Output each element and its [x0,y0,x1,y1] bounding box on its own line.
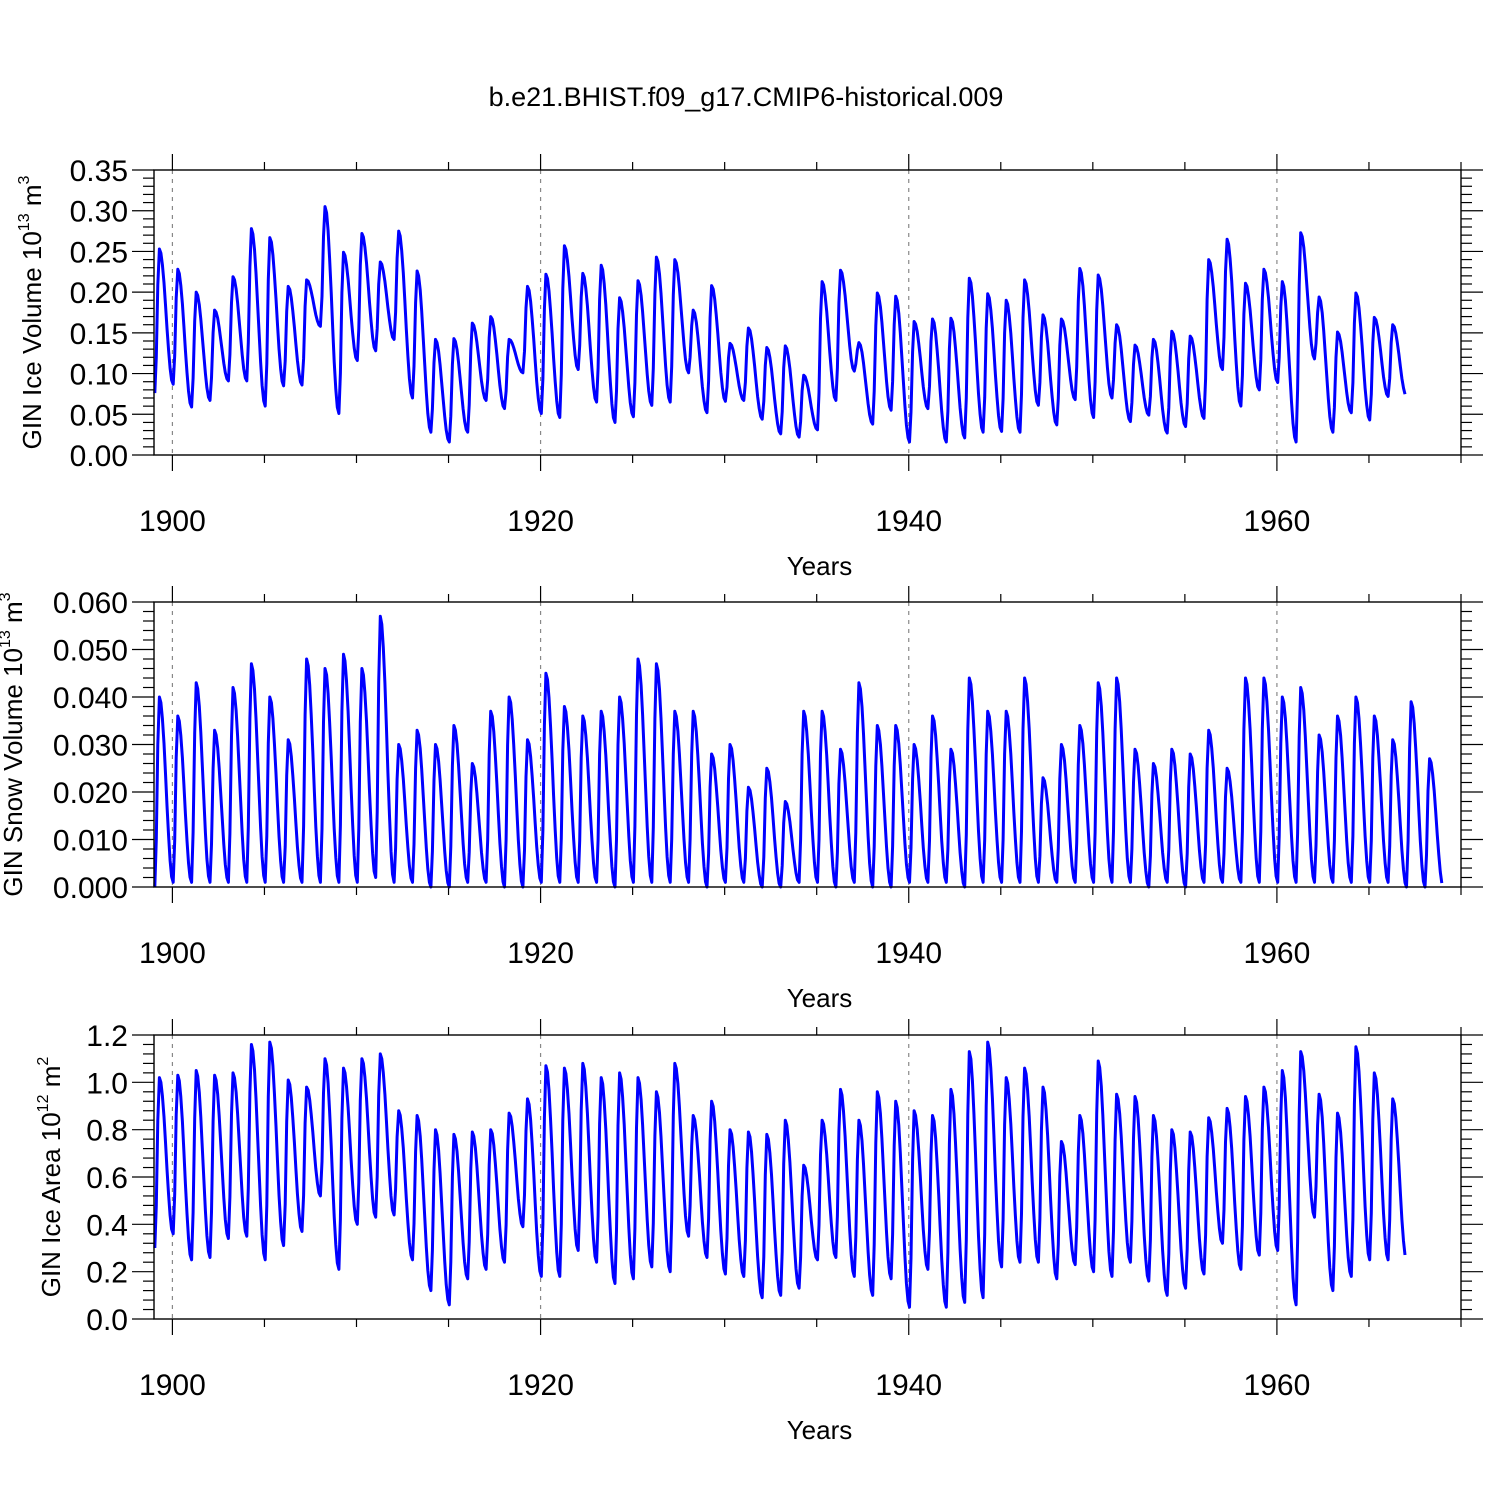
y-tick-label: 1.2 [86,1020,128,1053]
series-line-ice-area [153,1040,1407,1309]
plot-frame [153,1034,1462,1320]
y-tick-label: 0.6 [86,1162,128,1195]
y-tick-label: 0.000 [53,872,128,905]
x-tick-label: 1940 [875,1369,942,1402]
y-tick-label: 0.030 [53,730,128,763]
y-tick-label: 0.8 [86,1115,128,1148]
y-axis-label-unit-exp: 3 [0,592,14,601]
x-tick-label: 1960 [1244,1369,1311,1402]
y-tick-label: 0.4 [86,1209,128,1242]
y-tick-label: 0.35 [70,155,128,188]
x-axis-label: Years [787,551,853,581]
y-axis-label-unit: m [0,601,28,630]
y-tick-label: 0.060 [53,587,128,620]
panel-ice-volume: 0.00 0.05 0.10 0.15 0.20 0.25 0.30 0.35 1900 1920… [16,154,1483,581]
y-tick-label: 0.2 [86,1257,128,1290]
x-tick-label: 1940 [875,937,942,970]
y-tick-label: 0.25 [70,236,128,269]
x-axis-label: Years [787,983,853,1013]
series-line-ice-volume [153,205,1407,444]
y-axis-label-unit-exp: 3 [16,175,33,184]
x-tick-label: 1920 [507,1369,574,1402]
y-axis-label-unit: m [36,1066,66,1095]
x-tick-label: 1960 [1244,937,1311,970]
y-tick-label: 0.040 [53,682,128,715]
y-tick-label: 0.30 [70,196,128,229]
y-tick-label: 0.0 [86,1304,128,1337]
y-axis-label-main: GIN Ice Volume 10 [17,231,47,449]
y-tick-label: 0.05 [70,399,128,432]
y-axis-label-unit: m [17,184,47,213]
x-tick-label: 1920 [507,505,574,538]
x-axis-label: Years [787,1415,853,1445]
y-axis-label-exp: 13 [16,213,33,231]
x-tick-label: 1920 [507,937,574,970]
panels: 0.00 0.05 0.10 0.15 0.20 0.25 0.30 0.35 1900 1920… [0,154,1483,1445]
series-line-snow-volume [153,614,1444,889]
y-tick-label: 0.020 [53,777,128,810]
panel-ice-area: 0.0 0.2 0.4 0.6 0.8 1.0 1.2 1900 1920 1940 1960 Yea… [35,1019,1483,1445]
plot-frame [153,169,1462,456]
y-axis-label-main: GIN Snow Volume 10 [0,648,28,897]
chart-title: b.e21.BHIST.f09_g17.CMIP6-historical.009 [489,82,1004,112]
panel-snow-volume: 0.000 0.010 0.020 0.030 0.040 0.050 0.060 1900 1… [0,586,1483,1013]
y-axis-label: GIN Ice Area 1012 m2 [35,1057,66,1298]
y-axis-label-exp: 12 [35,1094,52,1112]
y-tick-label: 0.010 [53,825,128,858]
y-tick-label: 0.050 [53,635,128,668]
y-axis-label-unit-exp: 2 [35,1057,52,1066]
y-tick-label: 0.00 [70,440,128,473]
y-axis-label: GIN Snow Volume 1013 m3 [0,592,28,896]
x-tick-label: 1940 [875,505,942,538]
x-tick-label: 1900 [139,937,206,970]
y-tick-label: 1.0 [86,1067,128,1100]
plot-frame [153,601,1462,888]
y-tick-label: 0.10 [70,359,128,392]
x-tick-label: 1960 [1244,505,1311,538]
y-axis-label-exp: 13 [0,630,14,648]
x-tick-label: 1900 [139,1369,206,1402]
y-tick-label: 0.20 [70,277,128,310]
y-tick-label: 0.15 [70,318,128,351]
y-axis-label: GIN Ice Volume 1013 m3 [16,175,47,449]
y-axis-label-main: GIN Ice Area 10 [36,1112,66,1297]
x-tick-label: 1900 [139,505,206,538]
